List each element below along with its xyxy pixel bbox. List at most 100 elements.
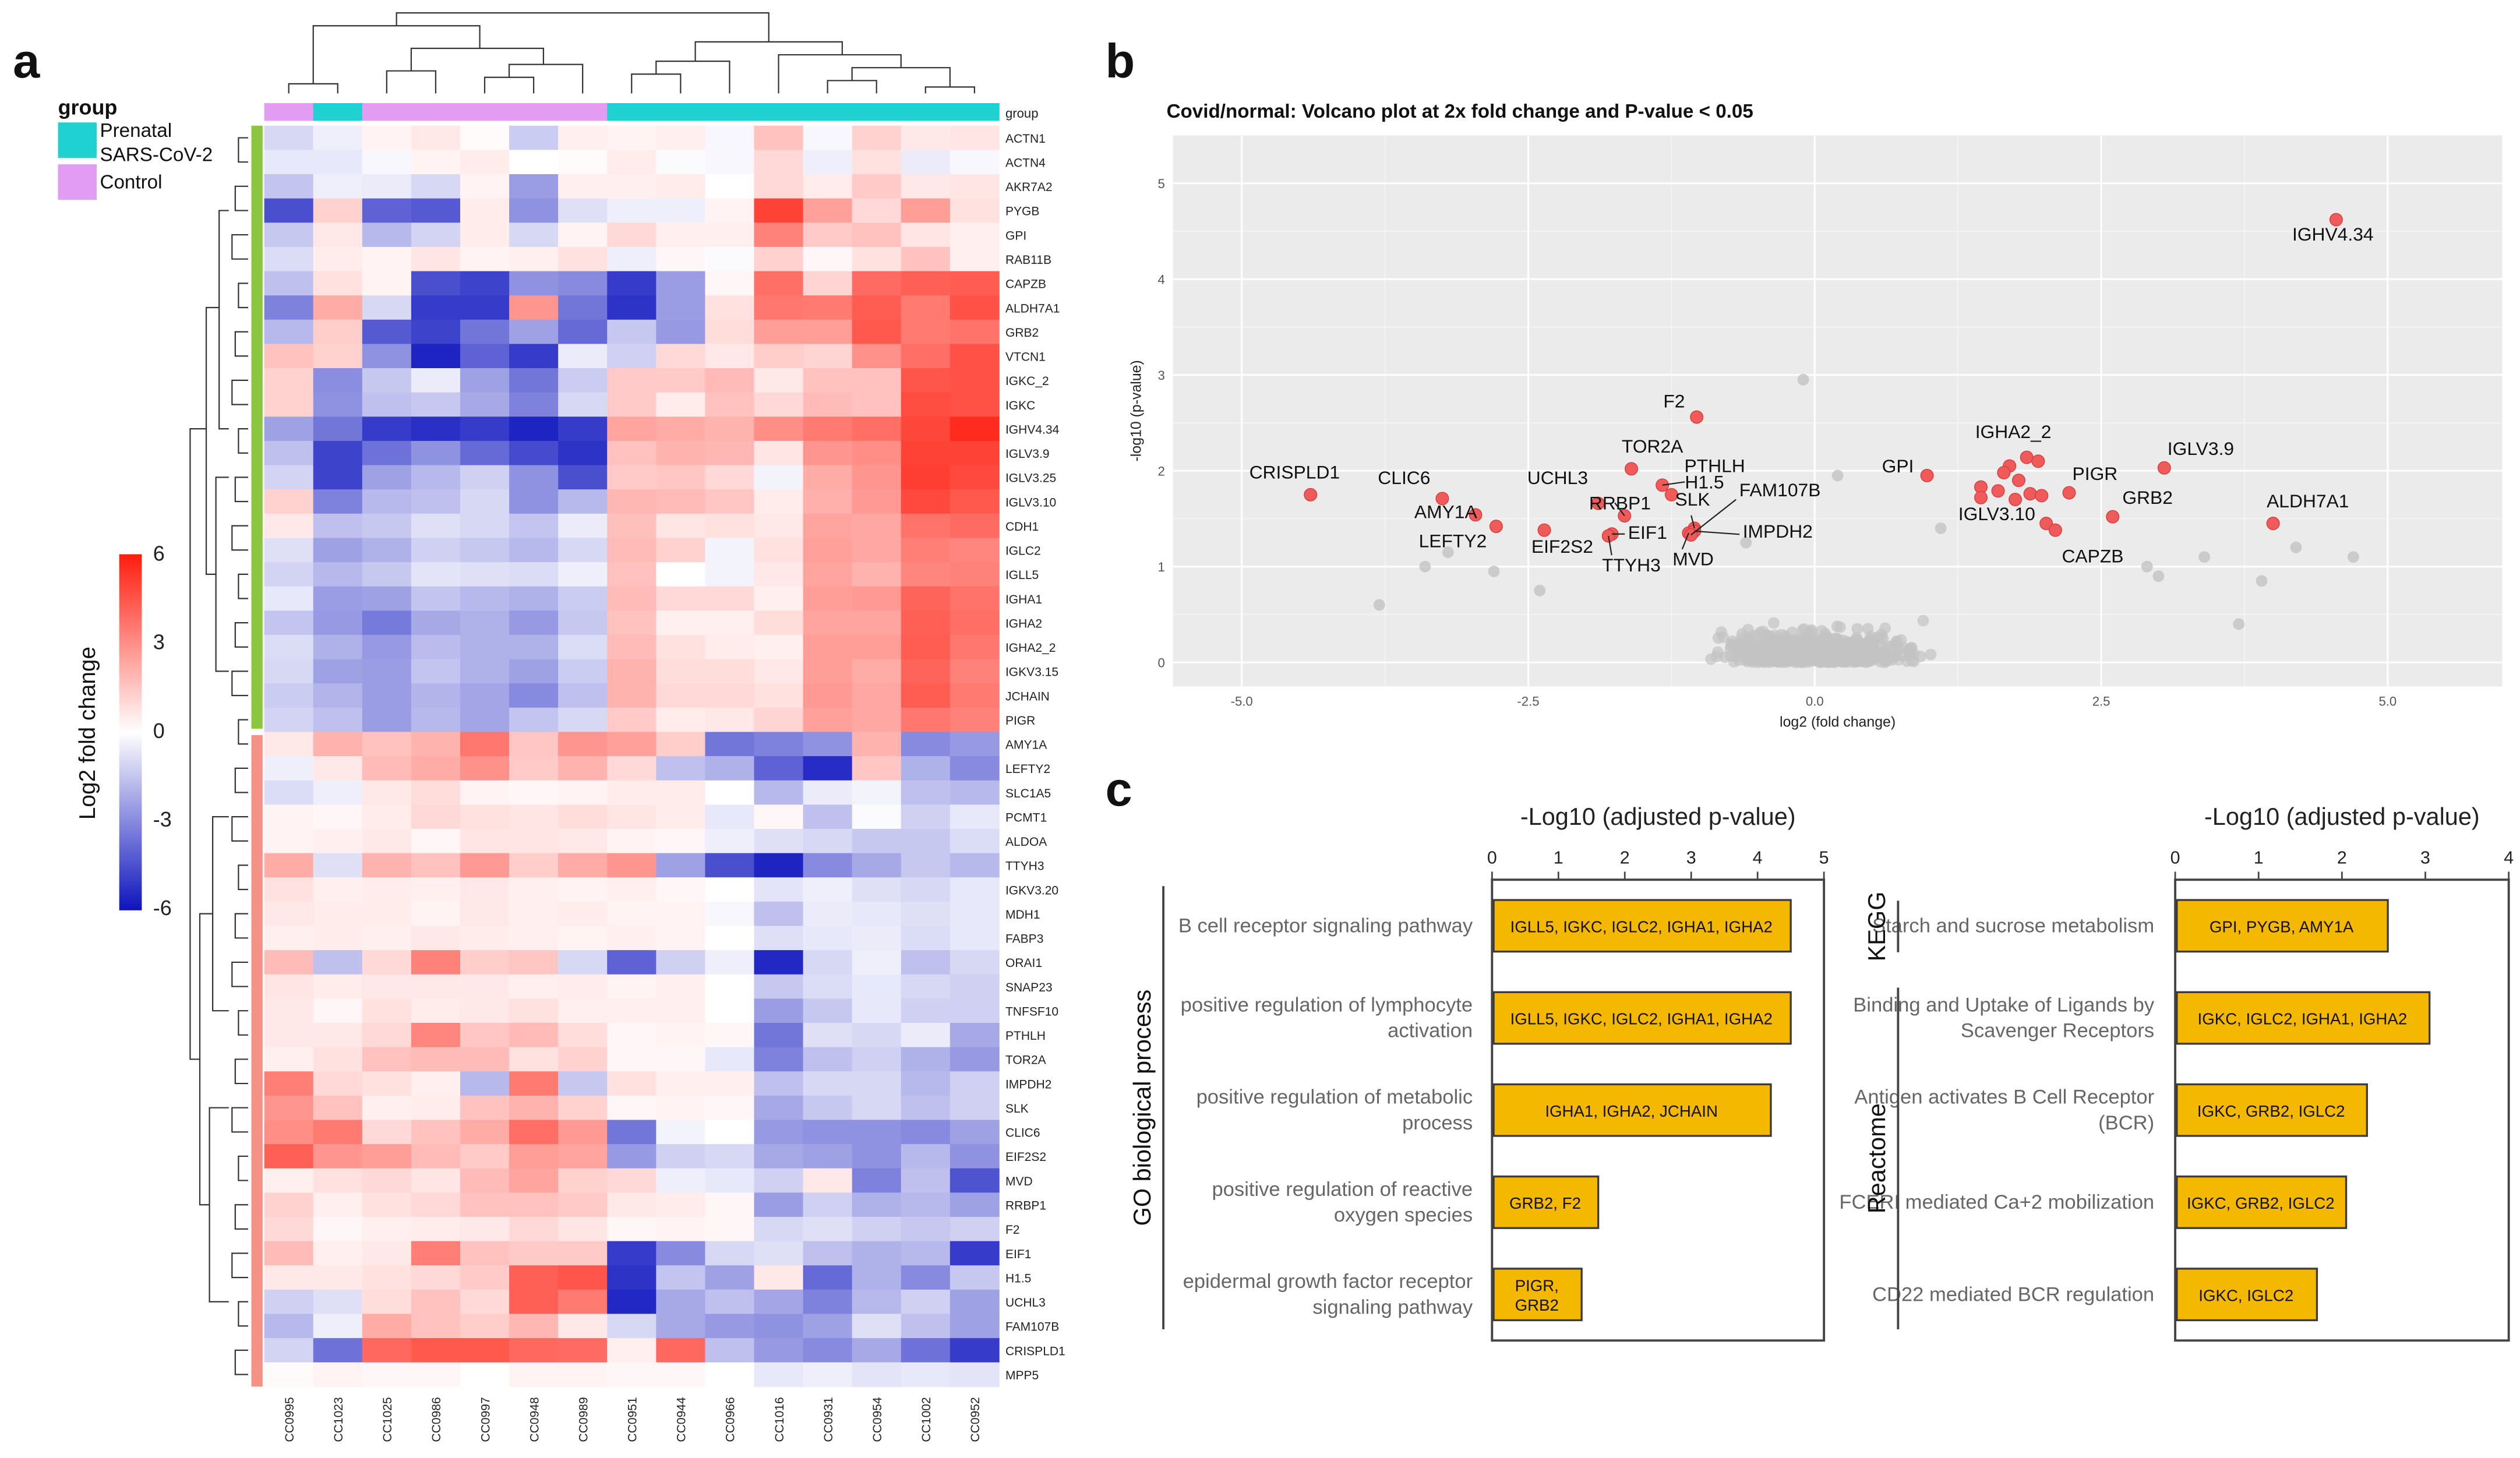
heat-cell-rab11b-cc1002 [901,246,951,272]
row-dendrogram-branch-3 [238,283,248,309]
heat-cell-actn4-cc0989 [558,150,608,175]
heat-cell-igll5-cc1016 [754,562,804,587]
gene-label-mvd: MVD [1005,1175,1033,1188]
heat-cell-akr7a2-cc0966 [705,174,755,199]
heat-cell-iglv3-25-cc0944 [656,465,706,490]
heat-cell-pcmt1-cc0989 [558,804,608,829]
heat-cell-pygb-cc0997 [460,198,510,224]
heat-cell-orai1-cc0986 [411,950,461,975]
heat-cell-igha2-cc0986 [411,610,461,636]
heat-cell-jchain-cc1023 [313,683,363,708]
heat-cell-capzb-cc0952 [950,271,1000,296]
bar-antigen-activates-b-cell-receptor-bcr [2176,1083,2368,1137]
heat-cell-tor2a-cc0931 [803,1047,853,1072]
heat-cell-iglv3-9-cc0952 [950,440,1000,466]
heat-cell-jchain-cc0986 [411,683,461,708]
heat-cell-akr7a2-cc0989 [558,174,608,199]
heat-cell-iglv3-9-cc0997 [460,440,510,466]
row-dendrogram-branch-12 [238,719,248,745]
heat-cell-eif2s2-cc0989 [558,1144,608,1169]
heat-cell-capzb-cc0997 [460,271,510,296]
bar-tick-starch-and-sucrose-metabolism-3: 3 [2420,848,2430,868]
heat-cell-capzb-cc0944 [656,271,706,296]
bar-category-positive-regulation-of-reactive-oxygen-species: positive regulation of reactive oxygen sp… [1212,1178,1473,1226]
heat-cell-igll5-cc0944 [656,562,706,587]
volcano-annotation-pthlh: PTHLH [1685,456,1745,476]
bar-gene-label-cd22-mediated-bcr-regulation: IGKC, IGLC2 [2198,1286,2293,1304]
heat-cell-f2-cc0966 [705,1217,755,1242]
heat-cell-crispld1-cc0986 [411,1338,461,1363]
row-dendrogram-branch-16 [234,913,248,939]
heat-cell-clic6-cc0951 [607,1120,657,1145]
sample-label-cc0986: CC0986 [430,1397,443,1442]
heat-cell-amy1a-cc0997 [460,732,510,757]
bar-tick-starch-and-sucrose-metabolism-4: 4 [2504,848,2514,868]
heat-cell-grb2-cc0951 [607,319,657,345]
bar-tick-starch-and-sucrose-metabolism-0: 0 [2170,848,2180,868]
heat-cell-uchl3-cc0952 [950,1289,1000,1315]
heat-cell-h1-5-cc1002 [901,1265,951,1290]
gene-label-iglv3-25: IGLV3.25 [1005,472,1056,485]
heat-cell-f2-cc0952 [950,1217,1000,1242]
heat-cell-actn1-cc1025 [362,125,412,151]
volcano-point-ns [1799,633,1811,645]
gene-label-uchl3: UCHL3 [1005,1296,1046,1309]
heat-cell-snap23-cc0948 [509,974,559,1000]
heat-cell-aldh7a1-cc0951 [607,295,657,320]
heat-cell-pygb-cc0995 [264,198,314,224]
heat-cell-gpi-cc0954 [852,223,902,248]
row-dendrogram-branch-24 [238,1301,248,1327]
volcano-xtick-2: 0.0 [1806,694,1824,709]
heat-cell-h1-5-cc0997 [460,1265,510,1290]
volcano-point-ns [1842,644,1854,656]
heat-cell-pygb-cc0986 [411,198,461,224]
heat-cell-lefty2-cc0986 [411,756,461,781]
heat-cell-clic6-cc0995 [264,1120,314,1145]
heat-cell-rrbp1-cc0944 [656,1192,706,1217]
volcano-point-ns [1534,584,1546,596]
gene-label-cdh1: CDH1 [1005,520,1039,534]
heat-cell-ighv4-34-cc0989 [558,416,608,442]
heat-cell-igha2-2-cc0995 [264,634,314,660]
heat-cell-eif2s2-cc1023 [313,1144,363,1169]
heat-cell-lefty2-cc1025 [362,756,412,781]
heat-cell-iglv3-25-cc1002 [901,465,951,490]
heat-cell-mdh1-cc0931 [803,901,853,927]
volcano-annotation-capzb: CAPZB [2062,545,2123,566]
row-dendrogram-branch-9 [238,573,248,599]
group-cell-cc0954 [852,103,902,121]
heat-cell-h1-5-cc1025 [362,1265,412,1290]
heat-cell-slk-cc1025 [362,1095,412,1121]
heat-cell-orai1-cc0952 [950,950,1000,975]
heat-cell-pygb-cc0952 [950,198,1000,224]
volcano-point-ns [1801,649,1813,661]
heat-cell-pthlh-cc0931 [803,1022,853,1048]
heat-cell-snap23-cc0931 [803,974,853,1000]
heat-cell-fam107b-cc1025 [362,1314,412,1339]
heat-cell-iglc2-cc1002 [901,538,951,563]
volcano-annotation-ttyh3: TTYH3 [1602,555,1661,576]
bar-category-cd22-mediated-bcr-regulation: CD22 mediated BCR regulation [1872,1283,2154,1305]
heat-cell-mpp5-cc0986 [411,1362,461,1388]
heat-cell-slc1a5-cc1023 [313,780,363,806]
bar-starch-and-sucrose-metabolism [2176,899,2389,953]
volcano-point-iglv3-25 [2035,489,2049,503]
volcano-point-ns [2198,551,2211,563]
heat-cell-slk-cc0951 [607,1095,657,1121]
heat-cell-pthlh-cc0954 [852,1022,902,1048]
heat-cell-eif1-cc0986 [411,1241,461,1266]
heat-cell-iglv3-9-cc0966 [705,440,755,466]
heat-cell-gpi-cc0986 [411,223,461,248]
row-dendrogram-branch-2 [231,234,248,260]
heat-cell-igkv3-15-cc0951 [607,659,657,684]
heat-cell-rab11b-cc0951 [607,246,657,272]
volcano-point-ns [1717,631,1730,643]
heat-cell-h1-5-cc0986 [411,1265,461,1290]
heat-cell-impdh2-cc0986 [411,1071,461,1096]
heat-cell-lefty2-cc0997 [460,756,510,781]
column-dendrogram-branch-1 [386,70,437,94]
row-dendrogram-branch-7 [234,476,248,503]
gene-label-orai1: ORAI1 [1005,956,1042,970]
heat-cell-grb2-cc0997 [460,319,510,345]
